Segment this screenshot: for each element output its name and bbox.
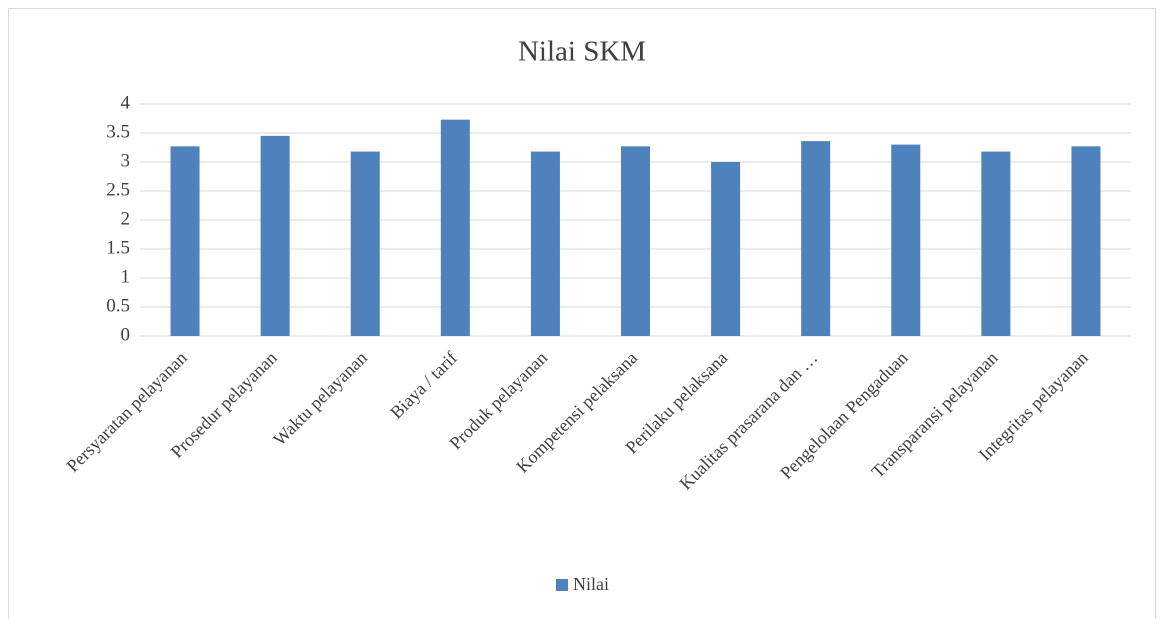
y-tick-label: 0.5 xyxy=(106,295,130,316)
bar xyxy=(1071,146,1101,336)
bar xyxy=(711,162,741,336)
bar xyxy=(440,119,470,336)
chart-border xyxy=(8,8,1156,619)
bar xyxy=(530,151,560,336)
legend-label: Nilai xyxy=(573,574,609,594)
y-tick-label: 3.5 xyxy=(106,121,130,142)
y-tick-label: 0 xyxy=(121,324,131,345)
bar xyxy=(801,141,831,336)
legend-swatch xyxy=(556,579,568,591)
y-tick-label: 1.5 xyxy=(106,237,130,258)
bar xyxy=(621,146,650,336)
y-tick-label: 1 xyxy=(121,266,131,287)
y-tick-label: 2.5 xyxy=(106,179,130,200)
bar xyxy=(981,151,1011,336)
bar xyxy=(170,146,200,336)
y-tick-label: 2 xyxy=(121,208,131,229)
chart-title: Nilai SKM xyxy=(518,36,646,68)
bar xyxy=(350,151,380,336)
bar xyxy=(891,144,921,336)
y-tick-label: 3 xyxy=(121,150,131,171)
y-tick-label: 4 xyxy=(121,92,131,113)
bar xyxy=(260,135,290,336)
